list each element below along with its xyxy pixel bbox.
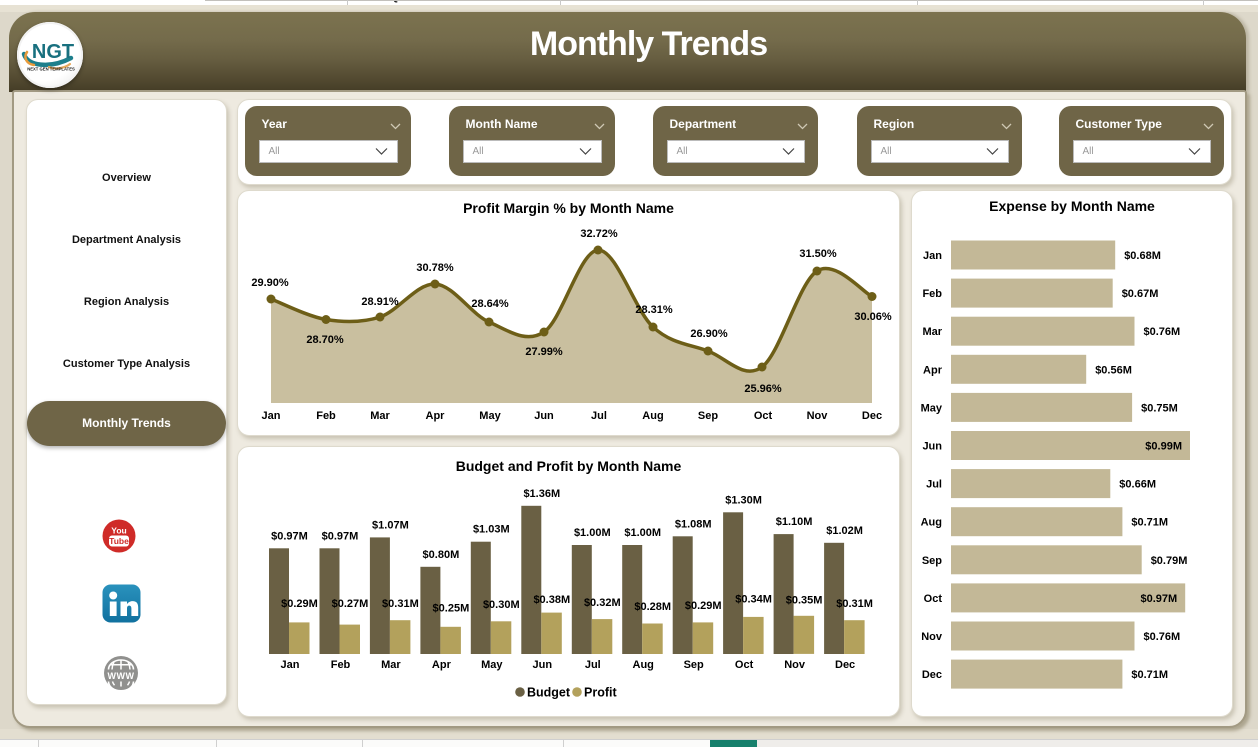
svg-text:$0.97M: $0.97M <box>271 530 308 542</box>
svg-text:$1.00M: $1.00M <box>624 527 661 539</box>
svg-text:Oct: Oct <box>754 410 773 422</box>
svg-text:Apr: Apr <box>923 364 943 376</box>
svg-text:$0.56M: $0.56M <box>1095 364 1132 376</box>
svg-text:Dec: Dec <box>862 410 882 422</box>
svg-text:WWW: WWW <box>108 671 135 681</box>
svg-text:$0.97M: $0.97M <box>1140 593 1177 605</box>
svg-text:Jul: Jul <box>591 410 607 422</box>
svg-text:$0.71M: $0.71M <box>1131 517 1168 529</box>
svg-text:$0.31M: $0.31M <box>836 598 873 610</box>
svg-text:Mar: Mar <box>922 326 942 338</box>
svg-text:$1.00M: $1.00M <box>574 527 611 539</box>
svg-text:Feb: Feb <box>331 659 351 671</box>
svg-text:26.90%: 26.90% <box>690 328 728 340</box>
svg-text:Tube: Tube <box>109 536 129 546</box>
svg-text:$0.68M: $0.68M <box>1124 250 1161 262</box>
svg-text:Feb: Feb <box>316 410 336 422</box>
svg-text:Jul: Jul <box>585 659 601 671</box>
svg-text:$0.31M: $0.31M <box>382 598 419 610</box>
svg-text:May: May <box>479 410 501 422</box>
svg-text:May: May <box>921 402 943 414</box>
svg-text:You: You <box>111 526 126 536</box>
svg-text:Dec: Dec <box>835 659 855 671</box>
svg-text:$0.79M: $0.79M <box>1151 555 1188 567</box>
svg-text:$0.29M: $0.29M <box>281 598 318 610</box>
svg-text:29.90%: 29.90% <box>251 277 289 289</box>
svg-text:$0.32M: $0.32M <box>584 597 621 609</box>
svg-text:28.91%: 28.91% <box>361 296 399 308</box>
svg-text:32.72%: 32.72% <box>580 228 618 240</box>
svg-text:$1.03M: $1.03M <box>473 524 510 536</box>
svg-text:Oct: Oct <box>735 659 754 671</box>
svg-text:$0.66M: $0.66M <box>1119 479 1156 491</box>
svg-text:Profit: Profit <box>584 686 617 700</box>
svg-text:NGT: NGT <box>32 41 74 63</box>
svg-text:$0.35M: $0.35M <box>786 595 823 607</box>
svg-text:Jan: Jan <box>281 659 300 671</box>
svg-text:$0.99M: $0.99M <box>1145 441 1182 453</box>
svg-text:28.64%: 28.64% <box>471 298 509 310</box>
svg-text:$1.07M: $1.07M <box>372 519 409 531</box>
svg-text:28.70%: 28.70% <box>306 334 344 346</box>
svg-text:$0.71M: $0.71M <box>1131 669 1168 681</box>
svg-text:Mar: Mar <box>370 410 390 422</box>
svg-text:$0.34M: $0.34M <box>735 593 772 605</box>
svg-text:$0.76M: $0.76M <box>1144 326 1181 338</box>
svg-text:$0.76M: $0.76M <box>1144 631 1181 643</box>
svg-text:$0.28M: $0.28M <box>634 601 671 613</box>
svg-text:Aug: Aug <box>921 517 942 529</box>
svg-text:NEXT GEN TEMPLATES: NEXT GEN TEMPLATES <box>27 67 75 72</box>
svg-text:Jul: Jul <box>926 479 942 491</box>
svg-text:Nov: Nov <box>784 659 806 671</box>
svg-text:27.99%: 27.99% <box>525 346 563 358</box>
svg-text:Feb: Feb <box>922 288 942 300</box>
svg-text:Jun: Jun <box>922 441 942 453</box>
svg-text:$1.02M: $1.02M <box>826 525 863 537</box>
svg-text:Jun: Jun <box>534 410 554 422</box>
svg-text:31.50%: 31.50% <box>799 248 837 260</box>
svg-text:30.78%: 30.78% <box>416 262 454 274</box>
svg-text:Jan: Jan <box>923 250 942 262</box>
svg-text:Aug: Aug <box>633 659 654 671</box>
svg-text:28.31%: 28.31% <box>635 304 673 316</box>
svg-text:Apr: Apr <box>432 659 452 671</box>
svg-text:$0.80M: $0.80M <box>423 549 460 561</box>
svg-text:Nov: Nov <box>921 631 943 643</box>
svg-text:Nov: Nov <box>807 410 829 422</box>
svg-text:Dec: Dec <box>922 669 942 681</box>
svg-text:$0.97M: $0.97M <box>322 530 359 542</box>
svg-text:Jun: Jun <box>533 659 553 671</box>
svg-text:$1.36M: $1.36M <box>523 488 560 500</box>
svg-text:$1.30M: $1.30M <box>725 494 762 506</box>
svg-text:Jan: Jan <box>262 410 281 422</box>
svg-text:Mar: Mar <box>381 659 401 671</box>
svg-text:$0.27M: $0.27M <box>332 598 369 610</box>
svg-text:Sep: Sep <box>684 659 704 671</box>
svg-text:$0.25M: $0.25M <box>433 603 470 615</box>
svg-text:Aug: Aug <box>642 410 663 422</box>
svg-text:Apr: Apr <box>426 410 446 422</box>
svg-text:$1.10M: $1.10M <box>776 516 813 528</box>
svg-text:$0.67M: $0.67M <box>1122 288 1159 300</box>
svg-text:25.96%: 25.96% <box>744 383 782 395</box>
svg-text:Sep: Sep <box>922 555 942 567</box>
svg-text:Oct: Oct <box>924 593 943 605</box>
svg-text:May: May <box>481 659 503 671</box>
svg-text:Budget: Budget <box>527 686 571 700</box>
svg-text:$1.08M: $1.08M <box>675 518 712 530</box>
svg-text:$0.38M: $0.38M <box>533 594 570 606</box>
svg-text:$0.75M: $0.75M <box>1141 402 1178 414</box>
svg-text:Sep: Sep <box>698 410 718 422</box>
svg-text:$0.29M: $0.29M <box>685 600 722 612</box>
svg-text:$0.30M: $0.30M <box>483 599 520 611</box>
svg-text:30.06%: 30.06% <box>854 311 892 323</box>
